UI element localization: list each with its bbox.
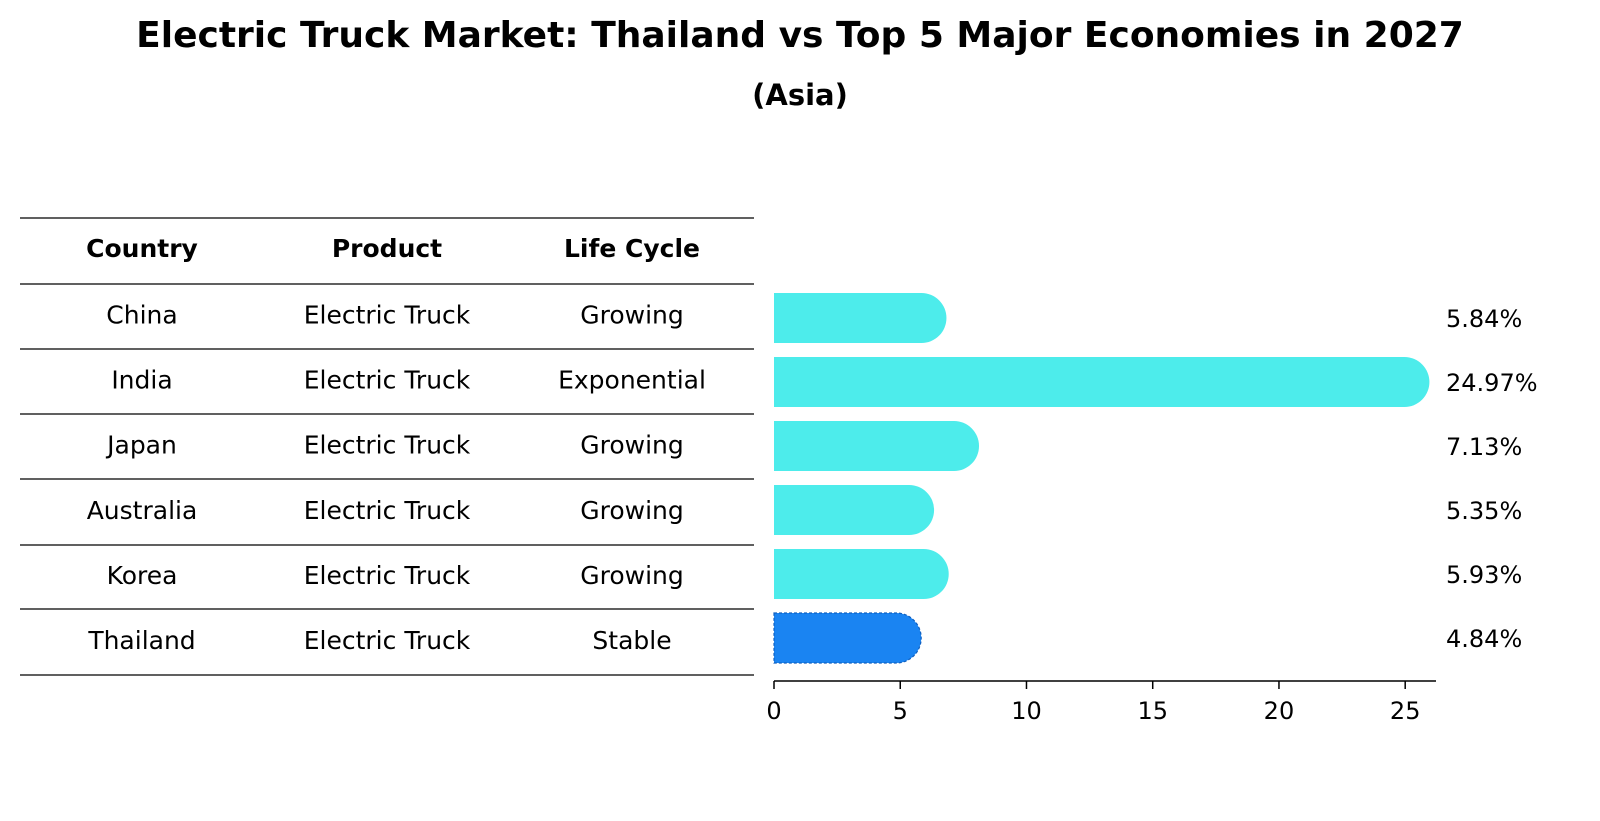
- table-cell: Electric Truck: [304, 496, 471, 525]
- x-tick-label: 0: [766, 697, 781, 725]
- table-cell: Electric Truck: [304, 626, 471, 655]
- table-cell: Japan: [105, 431, 177, 460]
- value-label: 5.35%: [1446, 497, 1522, 525]
- table-cell: Exponential: [558, 366, 706, 395]
- bar: [774, 293, 947, 343]
- table-cell: Australia: [87, 496, 198, 525]
- table-cell: Stable: [592, 626, 671, 655]
- value-label: 4.84%: [1446, 625, 1522, 653]
- chart-title: Electric Truck Market: Thailand vs Top 5…: [136, 15, 1464, 56]
- chart-subtitle: (Asia): [752, 78, 848, 112]
- table-cell: Growing: [580, 561, 684, 590]
- value-label: 5.84%: [1446, 305, 1522, 333]
- x-tick-label: 5: [893, 697, 908, 725]
- table-header: Life Cycle: [564, 234, 700, 263]
- table-cell: Electric Truck: [304, 561, 471, 590]
- bar: [774, 485, 935, 535]
- table-cell: Growing: [580, 301, 684, 330]
- x-tick-label: 20: [1264, 697, 1295, 725]
- x-tick-label: 25: [1390, 697, 1421, 725]
- bar: [773, 612, 922, 664]
- bar: [774, 421, 980, 471]
- table-cell: Electric Truck: [304, 301, 471, 330]
- bar: [774, 357, 1430, 407]
- table-header: Product: [332, 234, 442, 263]
- table-cell: China: [106, 301, 177, 330]
- value-label: 5.93%: [1446, 561, 1522, 589]
- table-cell: Growing: [580, 496, 684, 525]
- x-tick-label: 10: [1011, 697, 1042, 725]
- table-cell: Growing: [580, 431, 684, 460]
- table-cell: Korea: [107, 561, 178, 590]
- value-label: 7.13%: [1446, 433, 1522, 461]
- x-tick-label: 15: [1137, 697, 1168, 725]
- table-cell: Electric Truck: [304, 431, 471, 460]
- bar: [774, 549, 949, 599]
- table-cell: Electric Truck: [304, 366, 471, 395]
- value-label: 24.97%: [1446, 369, 1538, 397]
- table-header: Country: [86, 234, 198, 263]
- table-cell: India: [111, 366, 172, 395]
- table-cell: Thailand: [87, 626, 195, 655]
